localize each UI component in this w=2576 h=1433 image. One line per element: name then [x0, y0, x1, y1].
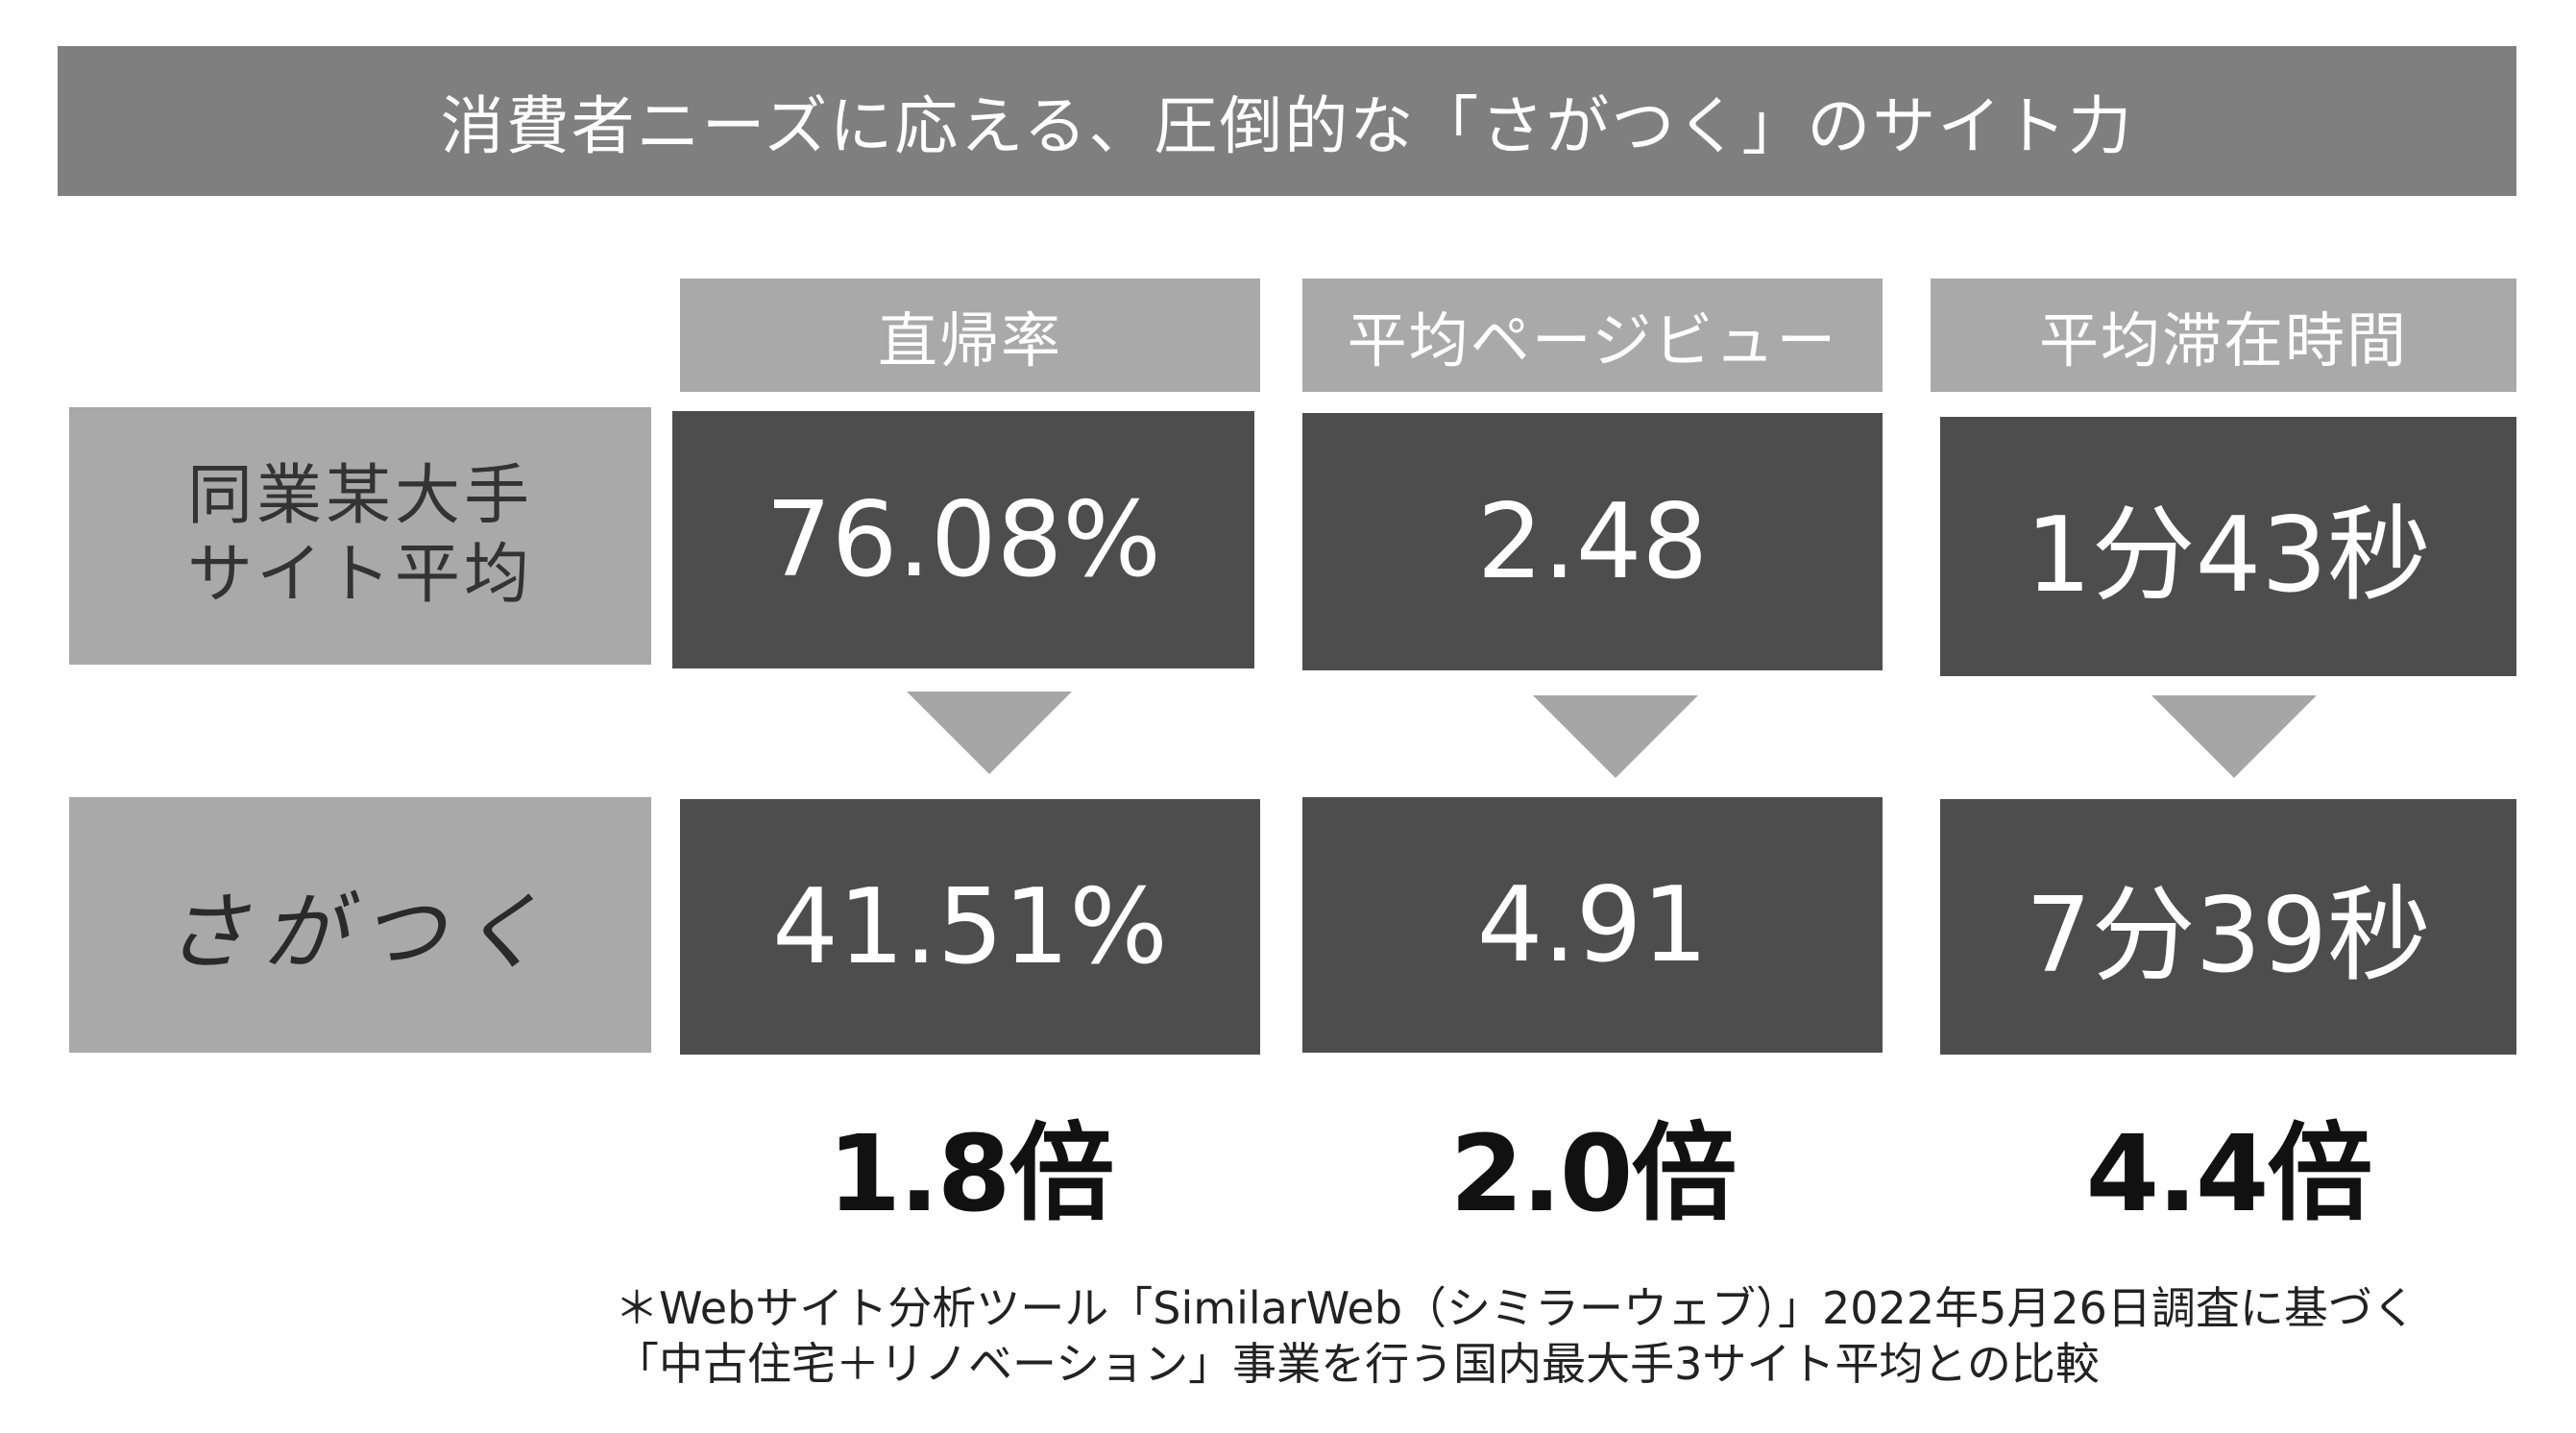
row-label-competitor: 同業某大手 サイト平均: [69, 407, 651, 665]
sagatsuku-bounce-rate: 41.51%: [680, 799, 1260, 1055]
footnote-line2: 「中古住宅＋リノベーション」事業を行う国内最大手3サイト平均との比較: [615, 1338, 2100, 1390]
row-label-competitor-line2: サイト平均: [186, 537, 533, 613]
down-arrow-icon: [907, 692, 1072, 774]
competitor-bounce-rate: 76.08%: [672, 411, 1254, 668]
ratio-avg-pageviews: 2.0倍: [1449, 1112, 1738, 1235]
sagatsuku-avg-duration: 7分39秒: [1940, 799, 2516, 1055]
sagatsuku-avg-pageviews: 4.91: [1302, 797, 1883, 1053]
page-title: 消費者ニーズに応える、圧倒的な「さがつく」のサイト力: [58, 46, 2516, 196]
header-avg-duration: 平均滞在時間: [1931, 279, 2516, 392]
competitor-avg-duration: 1分43秒: [1940, 417, 2516, 676]
down-arrow-icon: [1533, 695, 1698, 778]
row-label-competitor-line1: 同業某大手: [186, 458, 533, 534]
ratio-avg-duration: 4.4倍: [2085, 1112, 2373, 1235]
header-avg-pageviews: 平均ページビュー: [1302, 279, 1883, 392]
header-bounce-rate: 直帰率: [680, 279, 1260, 392]
row-label-sagatsuku: さがつく: [69, 797, 651, 1053]
competitor-avg-pageviews: 2.48: [1302, 413, 1883, 670]
down-arrow-icon: [2151, 695, 2317, 778]
footnote-line1: ＊Webサイト分析ツール「SimilarWeb（シミラーウェブ）」2022年5月…: [615, 1282, 2417, 1334]
ratio-bounce-rate: 1.8倍: [827, 1112, 1115, 1235]
